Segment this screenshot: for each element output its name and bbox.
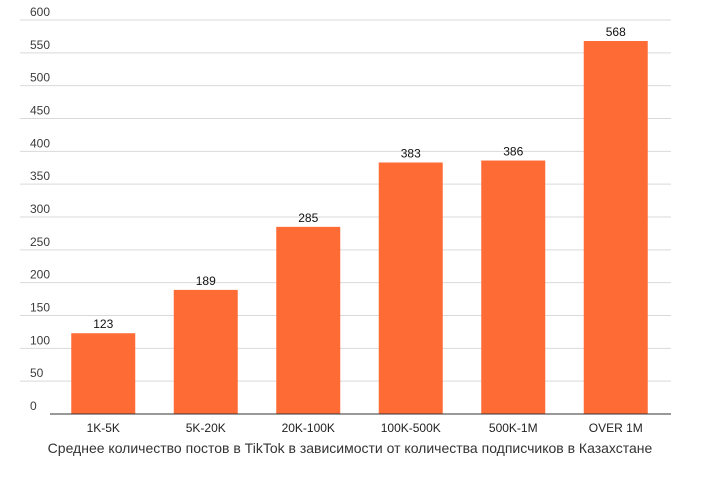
y-tick-label: 500 bbox=[30, 71, 50, 85]
y-axis-ticks: 0 50 100 150 200 250 300 350 400 450 500 550 600 bbox=[30, 5, 50, 413]
y-tick-label: 600 bbox=[30, 5, 50, 19]
data-label: 189 bbox=[196, 274, 216, 288]
data-labels: 123 189 285 383 386 568 bbox=[93, 25, 626, 331]
x-tick-label: 1K-5K bbox=[87, 421, 120, 435]
x-axis-label: Среднее количество постов в TikTok в зав… bbox=[47, 440, 653, 456]
y-tick-label: 150 bbox=[30, 301, 50, 315]
y-tick-label: 400 bbox=[30, 136, 50, 150]
y-tick-label: 250 bbox=[30, 235, 50, 249]
data-label: 386 bbox=[503, 145, 523, 159]
bar bbox=[276, 226, 341, 414]
y-tick-label: 0 bbox=[30, 399, 37, 413]
bar bbox=[378, 162, 443, 414]
bar bbox=[583, 41, 648, 414]
data-label: 123 bbox=[93, 317, 113, 331]
y-tick-label: 200 bbox=[30, 268, 50, 282]
y-tick-label: 100 bbox=[30, 333, 50, 347]
bars bbox=[71, 41, 648, 414]
y-tick-label: 50 bbox=[30, 366, 44, 380]
y-tick-label: 450 bbox=[30, 104, 50, 118]
data-label: 285 bbox=[298, 211, 318, 225]
gridlines bbox=[20, 19, 671, 382]
bar bbox=[481, 160, 546, 414]
x-tick-label: 5K-20K bbox=[186, 421, 226, 435]
bar bbox=[71, 333, 136, 414]
x-tick-label: 20K-100K bbox=[282, 421, 335, 435]
x-tick-label: OVER 1M bbox=[589, 421, 643, 435]
data-label: 383 bbox=[401, 146, 421, 160]
x-axis-ticks: 1K-5K 5K-20K 20K-100K 100K-500K 500K-1M OVER … bbox=[87, 421, 643, 435]
y-tick-label: 550 bbox=[30, 38, 50, 52]
x-tick-label: 100K-500K bbox=[381, 421, 441, 435]
data-label: 568 bbox=[606, 25, 626, 39]
bar bbox=[173, 289, 238, 414]
y-tick-label: 350 bbox=[30, 169, 50, 183]
y-tick-label: 300 bbox=[30, 202, 50, 216]
x-tick-label: 500K-1M bbox=[489, 421, 538, 435]
